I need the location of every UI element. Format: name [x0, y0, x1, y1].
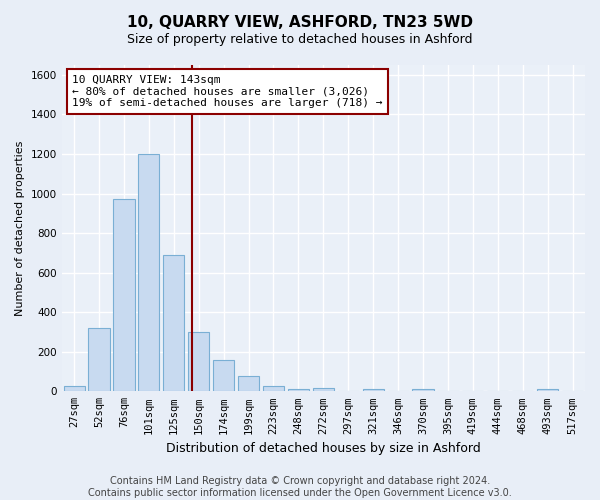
- Text: Size of property relative to detached houses in Ashford: Size of property relative to detached ho…: [127, 32, 473, 46]
- Bar: [362, 390, 384, 392]
- Bar: [113, 200, 134, 392]
- Bar: [64, 386, 85, 392]
- Bar: [288, 390, 309, 392]
- Bar: [313, 388, 334, 392]
- Bar: [163, 255, 184, 392]
- Bar: [213, 360, 234, 392]
- Bar: [412, 390, 434, 392]
- Bar: [188, 332, 209, 392]
- Bar: [537, 390, 558, 392]
- X-axis label: Distribution of detached houses by size in Ashford: Distribution of detached houses by size …: [166, 442, 481, 455]
- Text: 10, QUARRY VIEW, ASHFORD, TN23 5WD: 10, QUARRY VIEW, ASHFORD, TN23 5WD: [127, 15, 473, 30]
- Bar: [263, 386, 284, 392]
- Bar: [238, 376, 259, 392]
- Bar: [138, 154, 160, 392]
- Y-axis label: Number of detached properties: Number of detached properties: [15, 140, 25, 316]
- Text: 10 QUARRY VIEW: 143sqm
← 80% of detached houses are smaller (3,026)
19% of semi-: 10 QUARRY VIEW: 143sqm ← 80% of detached…: [72, 75, 383, 108]
- Bar: [88, 328, 110, 392]
- Text: Contains HM Land Registry data © Crown copyright and database right 2024.
Contai: Contains HM Land Registry data © Crown c…: [88, 476, 512, 498]
